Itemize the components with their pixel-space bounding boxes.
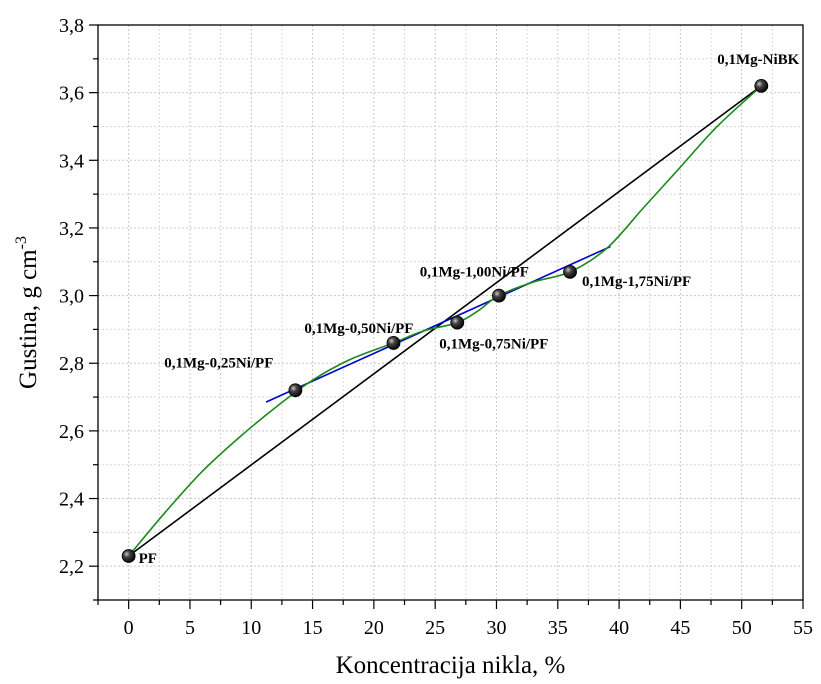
point-label: 0,1Mg-0,50Ni/PF: [304, 321, 413, 337]
y-tick-label: 2,2: [59, 556, 84, 578]
y-axis-title-text: Gustina, g cm: [15, 249, 42, 389]
x-tick-label: 10: [241, 617, 261, 639]
x-tick-label: 45: [670, 617, 690, 639]
y-tick-label: 3,6: [59, 83, 84, 105]
y-tick-label: 3,0: [59, 286, 84, 308]
data-point: [492, 288, 506, 303]
data-point: [121, 549, 136, 563]
x-tick-label: 5: [185, 617, 195, 639]
x-tick-label: 35: [548, 617, 568, 639]
y-axis-title-superscript: -3: [13, 236, 30, 249]
x-tick-label: 0: [124, 617, 134, 639]
plot-frame: [97, 24, 804, 601]
axes: 0 5 10 15 20 25 30 35 40 45 50 55 2,2 2,4 2,6 2,8 3,0 3,2…: [59, 15, 813, 639]
x-tick-label: 55: [793, 617, 813, 639]
y-tick-label: 3,8: [59, 15, 84, 37]
data-points: [121, 78, 769, 563]
y-tick-label: 3,4: [59, 150, 84, 172]
y-axis-title: Gustina, g cm-3: [13, 236, 42, 389]
data-point: [563, 265, 577, 279]
y-tick-label: 2,8: [59, 353, 84, 375]
data-point: [386, 336, 401, 350]
x-tick-label: 40: [609, 617, 629, 639]
point-label: 0,1Mg-0,25Ni/PF: [164, 355, 273, 371]
data-point: [288, 383, 303, 398]
local-fit-line: [265, 245, 611, 403]
point-label: 0,1Mg-NiBK: [717, 52, 799, 68]
point-label: PF: [139, 551, 157, 567]
x-tick-label: 20: [364, 617, 384, 639]
fit-lines: [128, 85, 762, 557]
point-label: 0,1Mg-0,75Ni/PF: [439, 337, 548, 353]
y-tick-label: 3,2: [59, 218, 84, 240]
point-label: 0,1Mg-1,75Ni/PF: [582, 274, 691, 290]
x-tick-label: 30: [486, 617, 506, 639]
y-tick-label: 2,4: [59, 489, 84, 511]
data-point: [450, 315, 465, 330]
x-tick-label: 25: [425, 617, 445, 639]
x-tick-label: 50: [732, 617, 752, 639]
x-axis-title: Koncentracija nikla, %: [336, 652, 566, 679]
point-labels: PF 0,1Mg-0,25Ni/PF 0,1Mg-0,50Ni/PF 0,1Mg-0,…: [139, 52, 800, 567]
point-label: 0,1Mg-1,00Ni/PF: [420, 265, 529, 281]
x-tick-label: 15: [303, 617, 323, 639]
grid: [98, 24, 804, 600]
y-tick-label: 2,6: [59, 421, 84, 443]
data-point: [754, 78, 769, 93]
